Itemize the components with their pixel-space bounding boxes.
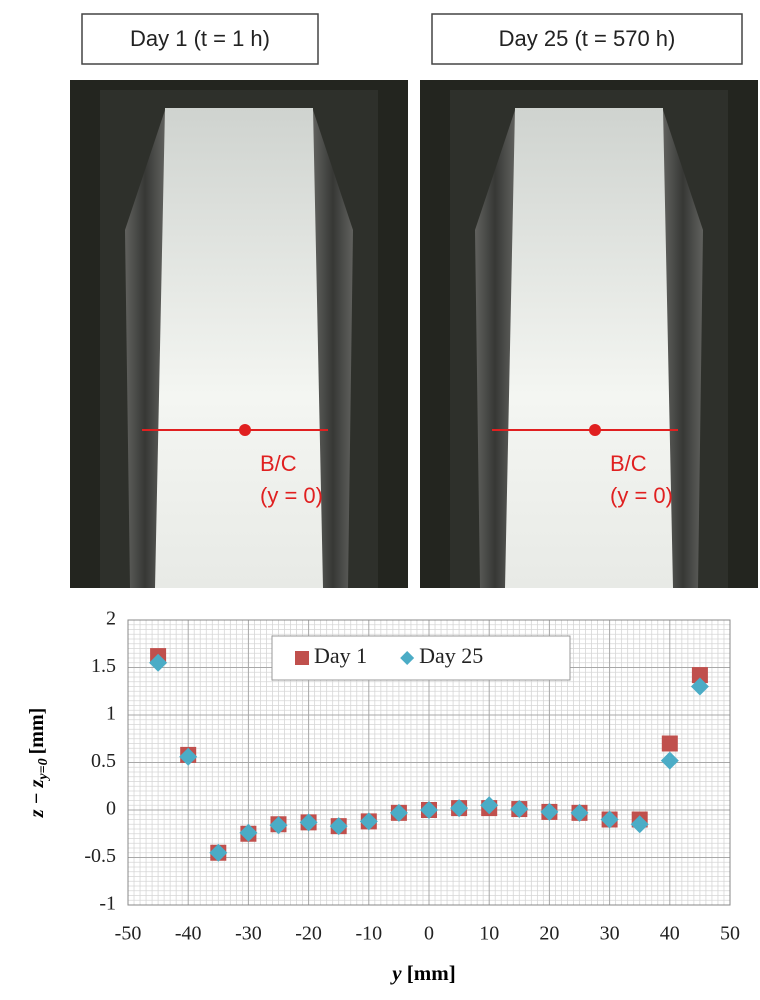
x-tick-label: -40 — [175, 923, 202, 945]
marker-diamond — [600, 810, 619, 829]
marker-diamond — [209, 843, 228, 862]
marker-square — [295, 651, 309, 665]
marker-diamond — [149, 653, 168, 672]
marker-diamond — [299, 813, 318, 832]
x-tick-label: -20 — [295, 923, 322, 945]
bc-annotation: B/C — [260, 451, 297, 476]
marker-diamond — [239, 823, 258, 842]
marker-diamond — [420, 801, 438, 819]
x-label-var: y — [389, 961, 402, 985]
marker-diamond — [630, 815, 649, 834]
photo-label: Day 1 (t = 1 h) — [130, 26, 270, 51]
y-tick-label: -0.5 — [84, 845, 116, 867]
y-tick-label: 0 — [106, 798, 116, 820]
y-tick-label: 1.5 — [91, 655, 116, 677]
marker-diamond — [359, 812, 378, 831]
marker-diamond — [269, 816, 288, 835]
bc-dot — [239, 424, 251, 436]
marker-diamond — [450, 799, 469, 818]
plot-border — [127, 619, 731, 906]
bc-annotation: B/C — [610, 451, 647, 476]
marker-square — [661, 735, 678, 752]
x-tick-label: -10 — [355, 923, 382, 945]
x-tick-label: 30 — [600, 923, 620, 945]
water-film — [155, 108, 323, 588]
bc-annotation: (y = 0) — [610, 483, 673, 508]
marker-diamond — [329, 817, 348, 836]
side-deposit — [125, 110, 165, 588]
legend-box — [271, 635, 571, 681]
marker-diamond — [690, 677, 709, 696]
x-tick-label: -30 — [235, 923, 262, 945]
label-box — [81, 13, 319, 65]
x-tick-label: -50 — [115, 923, 142, 945]
marker-diamond — [179, 747, 198, 766]
x-tick-label: 40 — [660, 923, 680, 945]
y-label-main: z − z — [26, 779, 48, 818]
bc-annotation: (y = 0) — [260, 483, 323, 508]
side-deposit — [475, 110, 515, 588]
marker-diamond — [570, 803, 589, 822]
label-box — [431, 13, 743, 65]
marker-diamond — [400, 651, 415, 665]
bc-dot — [589, 424, 601, 436]
side-deposit — [663, 110, 703, 588]
x-tick-label: 50 — [720, 923, 740, 945]
y-tick-label: -1 — [99, 893, 116, 915]
y-label-unit: [mm] — [26, 708, 48, 755]
y-axis-label: z − zy=0 [mm] — [26, 708, 52, 819]
marker-diamond — [660, 751, 679, 770]
marker-diamond — [480, 796, 499, 815]
x-tick-label: 0 — [424, 923, 434, 945]
y-tick-label: 1 — [106, 703, 116, 725]
y-tick-label: 0.5 — [91, 750, 116, 772]
legend-label: Day 25 — [419, 643, 483, 668]
marker-diamond — [540, 802, 559, 821]
x-label-unit: [mm] — [407, 961, 456, 985]
marker-diamond — [389, 803, 408, 822]
marker-square — [691, 667, 708, 684]
chart: -50 -40 -30 -20 -10 0 10 20 30 40 50 -1 -0.5 0 0.5 1 1.5… — [26, 608, 740, 985]
y-label-sub: y=0 — [36, 758, 51, 781]
marker-diamond — [510, 800, 529, 819]
photo-label: Day 25 (t = 570 h) — [499, 26, 676, 51]
side-deposit — [313, 110, 353, 588]
water-film — [505, 108, 673, 588]
y-tick-label: 2 — [106, 608, 116, 630]
x-axis-label: y [mm] — [389, 961, 456, 985]
x-tick-label: 10 — [479, 923, 499, 945]
legend-label: Day 1 — [314, 643, 367, 668]
x-tick-label: 20 — [539, 923, 559, 945]
photos: Day 1 (t = 1 h) B/C (y = 0) Day 25 (t = 570… — [70, 13, 758, 588]
